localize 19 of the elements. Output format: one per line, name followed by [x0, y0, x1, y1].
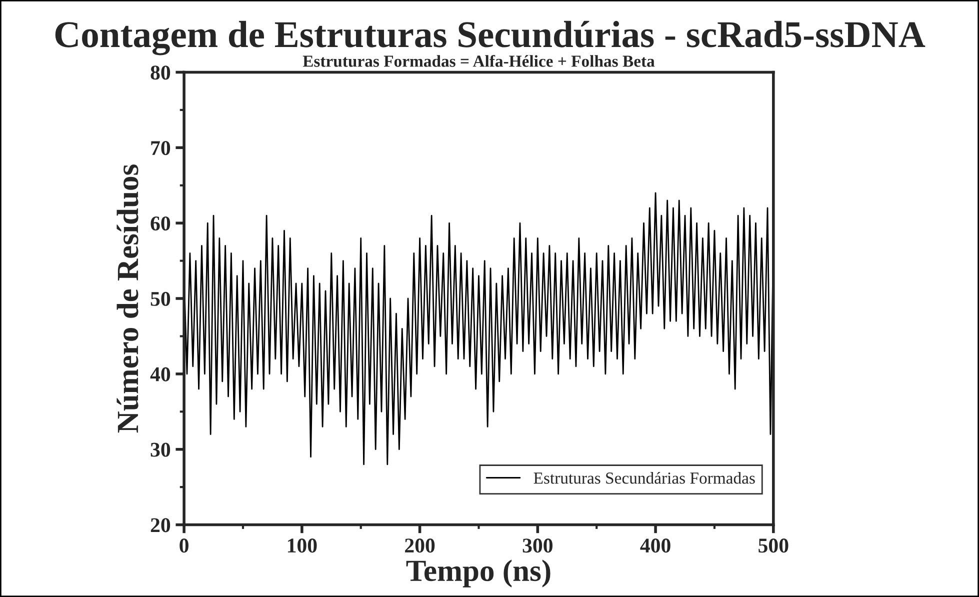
- x-tick-label: 500: [758, 538, 788, 553]
- chart-subtitle: Estruturas Formadas = Alfa-Hélice + Folhas Beta: [302, 54, 655, 67]
- x-tick-label: 300: [522, 538, 552, 553]
- y-tick-label: 50: [150, 292, 170, 306]
- y-tick-label: 40: [150, 367, 170, 382]
- x-tick-label: 0: [180, 538, 188, 553]
- chart-title: Contagem de Estruturas Secundúrias - scRad5-ssDNA: [55, 20, 926, 56]
- y-tick-label: 70: [151, 141, 170, 156]
- x-tick-label: 100: [288, 538, 317, 553]
- x-tick-label: 400: [640, 538, 670, 553]
- y-tick-label: 20: [150, 518, 170, 532]
- y-axis-title: Número de Resíduos: [116, 164, 138, 433]
- y-tick-label: 30: [150, 442, 170, 457]
- x-tick-label: 200: [405, 538, 435, 553]
- y-tick-label: 80: [150, 66, 170, 80]
- legend-label: Estruturas Secundárias Formadas: [534, 472, 755, 484]
- line-series: [184, 192, 774, 466]
- x-axis-title: Tempo (ns): [406, 560, 550, 588]
- y-tick-label: 60: [150, 216, 170, 231]
